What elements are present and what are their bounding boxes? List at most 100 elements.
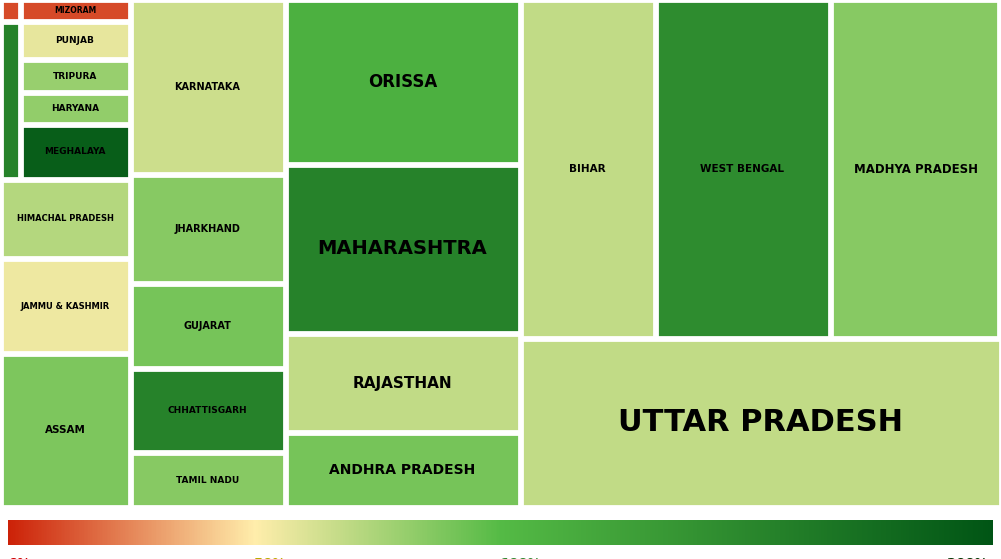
Bar (239, 520, 241, 545)
Bar (377, 520, 379, 545)
Bar (333, 520, 334, 545)
Bar (8, 520, 10, 545)
Bar (308, 520, 310, 545)
Bar (699, 520, 701, 545)
Bar (438, 520, 439, 545)
Bar (749, 520, 750, 545)
Bar (673, 520, 675, 545)
Bar (717, 520, 719, 545)
Bar (511, 520, 512, 545)
Text: MAHARASHTRA: MAHARASHTRA (317, 239, 487, 258)
Bar (439, 520, 441, 545)
Bar (685, 520, 686, 545)
Bar (818, 520, 819, 545)
Bar (512, 520, 514, 545)
Bar (583, 520, 585, 545)
Bar (18, 520, 19, 545)
Bar (780, 520, 781, 545)
Bar (449, 520, 451, 545)
Bar (534, 520, 535, 545)
Bar (154, 520, 156, 545)
Bar (233, 520, 234, 545)
Bar (773, 520, 775, 545)
Bar (675, 520, 676, 545)
Bar (926, 520, 927, 545)
Bar (760, 520, 762, 545)
Bar (72, 520, 74, 545)
Bar (859, 520, 860, 545)
Text: TRIPURA: TRIPURA (53, 72, 97, 80)
Bar (980, 520, 982, 545)
Bar (67, 520, 69, 545)
Bar (282, 520, 284, 545)
Bar (382, 520, 384, 545)
Bar (97, 520, 98, 545)
Bar (839, 520, 840, 545)
Bar (369, 520, 370, 545)
Bar (98, 520, 100, 545)
Bar (672, 520, 673, 545)
Bar (991, 520, 993, 545)
Bar (52, 520, 54, 545)
Bar (259, 520, 261, 545)
Bar (493, 520, 495, 545)
Bar (105, 520, 106, 545)
Text: PUNJAB: PUNJAB (56, 36, 94, 45)
Bar (929, 520, 931, 545)
Bar (786, 520, 788, 545)
Bar (895, 520, 896, 545)
Bar (149, 520, 151, 545)
Bar (844, 520, 845, 545)
Bar (21, 94, 128, 123)
Bar (626, 520, 627, 545)
Bar (170, 520, 172, 545)
Bar (431, 520, 433, 545)
Bar (729, 520, 731, 545)
Bar (755, 520, 757, 545)
Bar (500, 520, 503, 545)
Bar (172, 520, 174, 545)
Text: CHHATTISGARH: CHHATTISGARH (168, 406, 247, 415)
Bar (413, 520, 415, 545)
Bar (90, 520, 92, 545)
Bar (921, 520, 922, 545)
Bar (821, 520, 822, 545)
Bar (739, 520, 740, 545)
Bar (649, 520, 650, 545)
Bar (54, 520, 56, 545)
Bar (742, 520, 744, 545)
Bar (298, 520, 300, 545)
Bar (557, 520, 558, 545)
Bar (124, 520, 126, 545)
Bar (484, 520, 485, 545)
Bar (888, 520, 890, 545)
Bar (867, 520, 868, 545)
Bar (593, 520, 594, 545)
Bar (865, 520, 867, 545)
Bar (558, 520, 560, 545)
Bar (180, 520, 182, 545)
Bar (21, 126, 128, 178)
Bar (801, 520, 803, 545)
Bar (683, 520, 685, 545)
Bar (477, 520, 479, 545)
Bar (676, 520, 678, 545)
Bar (945, 520, 947, 545)
Bar (768, 520, 770, 545)
Bar (522, 520, 524, 545)
Bar (390, 520, 392, 545)
Bar (891, 520, 893, 545)
Bar (604, 520, 606, 545)
Bar (977, 520, 978, 545)
Bar (680, 520, 681, 545)
Bar (696, 520, 698, 545)
Bar (24, 520, 26, 545)
Bar (842, 520, 844, 545)
Text: BIHAR: BIHAR (570, 164, 606, 174)
Bar (875, 520, 877, 545)
Bar (407, 520, 408, 545)
Bar (38, 520, 39, 545)
Bar (446, 520, 448, 545)
Bar (21, 23, 128, 58)
Bar (808, 520, 809, 545)
